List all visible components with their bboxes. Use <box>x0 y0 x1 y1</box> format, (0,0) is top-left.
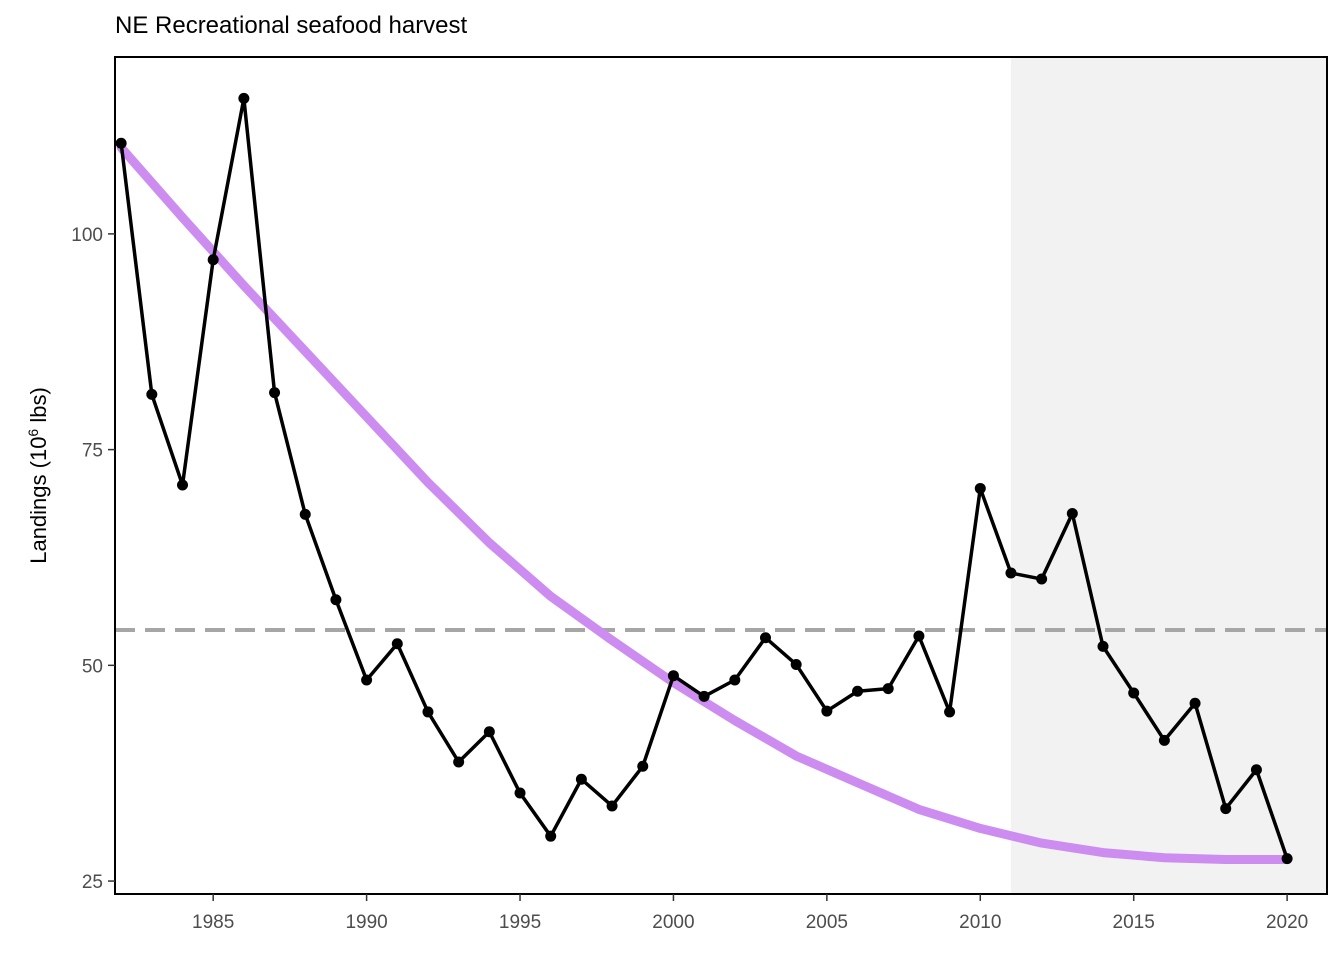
data-point-2018 <box>1220 803 1232 815</box>
data-point-1987 <box>269 387 281 399</box>
x-tick-label-2000: 2000 <box>652 912 694 933</box>
x-tick-label-1990: 1990 <box>345 912 387 933</box>
data-point-2005 <box>821 705 833 717</box>
data-point-2017 <box>1189 697 1201 709</box>
data-point-2001 <box>698 690 710 702</box>
plot-panel-border <box>114 56 1328 895</box>
x-tick-label-2005: 2005 <box>806 912 848 933</box>
data-point-1993 <box>453 756 465 768</box>
data-point-1986 <box>238 92 250 104</box>
y-tick-label-50: 50 <box>82 656 103 677</box>
data-point-2020 <box>1281 853 1293 865</box>
data-point-2011 <box>1005 567 1017 579</box>
data-point-1995 <box>514 787 526 799</box>
data-point-2008 <box>913 630 925 642</box>
shaded-region <box>1010 57 1327 894</box>
data-point-2014 <box>1097 640 1109 652</box>
data-point-2012 <box>1036 573 1048 585</box>
data-point-1992 <box>422 706 434 718</box>
data-point-1998 <box>606 800 618 812</box>
data-point-2013 <box>1066 507 1078 519</box>
data-point-1988 <box>299 508 311 520</box>
data-point-2010 <box>974 482 986 494</box>
data-point-2004 <box>790 658 802 670</box>
y-axis-label-superscript: 6 <box>25 429 41 437</box>
data-point-1990 <box>361 674 373 686</box>
data-point-2007 <box>882 683 894 695</box>
data-point-1997 <box>575 773 587 785</box>
data-point-1982 <box>115 137 127 149</box>
data-point-1985 <box>207 254 219 266</box>
data-point-2019 <box>1250 764 1262 776</box>
y-axis-label-suffix: lbs) <box>26 387 51 429</box>
x-tick-label-1995: 1995 <box>499 912 541 933</box>
x-tick-label-2010: 2010 <box>959 912 1001 933</box>
y-tick-label-75: 75 <box>82 441 103 462</box>
data-point-1991 <box>391 638 403 650</box>
data-point-2003 <box>759 632 771 644</box>
data-point-2002 <box>729 674 741 686</box>
data-point-2015 <box>1128 687 1140 699</box>
y-tick-label-25: 25 <box>82 872 103 893</box>
x-tick-label-2015: 2015 <box>1113 912 1155 933</box>
data-point-1999 <box>637 760 649 772</box>
data-point-1983 <box>146 388 158 400</box>
y-tick-label-100: 100 <box>71 225 103 246</box>
data-point-1994 <box>483 726 495 738</box>
data-point-1996 <box>545 830 557 842</box>
data-point-2016 <box>1158 734 1170 746</box>
x-tick-label-2020: 2020 <box>1266 912 1308 933</box>
data-point-2009 <box>944 706 956 718</box>
y-axis-label-prefix: Landings (10 <box>26 437 51 564</box>
chart-title: NE Recreational seafood harvest <box>115 12 468 39</box>
data-point-2006 <box>852 685 864 697</box>
y-axis-label: Landings (106 lbs) <box>25 387 51 564</box>
data-point-1989 <box>330 594 342 606</box>
data-point-1984 <box>177 479 189 491</box>
data-point-2000 <box>667 670 679 682</box>
x-tick-label-1985: 1985 <box>192 912 234 933</box>
